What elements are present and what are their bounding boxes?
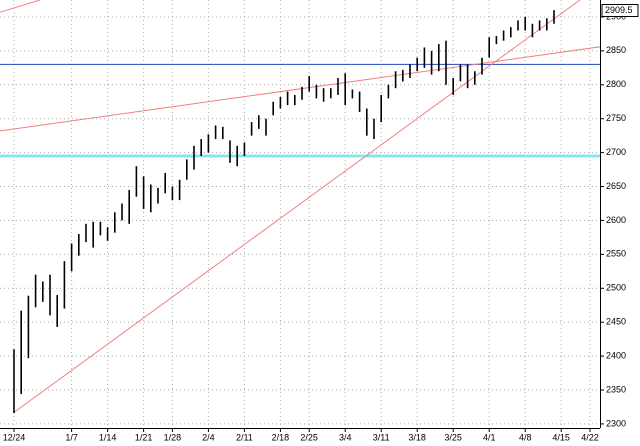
- x-tick-label: 4/22: [581, 432, 599, 442]
- plot-area: [0, 0, 600, 428]
- last-price-label: 2909.5: [605, 5, 633, 15]
- y-tick-label: 2400: [606, 350, 626, 360]
- x-tick-label: 1/14: [99, 432, 117, 442]
- trend-line: [0, 46, 600, 132]
- y-tick-label: 2700: [606, 147, 626, 157]
- x-tick-label: 2/4: [202, 432, 215, 442]
- x-tick-label: 3/25: [444, 432, 462, 442]
- x-tick-label: 4/1: [483, 432, 496, 442]
- y-tick-label: 2550: [606, 249, 626, 259]
- x-tick-label: 2/11: [236, 432, 253, 442]
- x-tick-label: 12/24: [3, 432, 26, 442]
- trend-line: [0, 0, 41, 13]
- x-tick-label: 3/11: [373, 432, 390, 442]
- y-tick-label: 2650: [606, 181, 626, 191]
- y-tick-label: 2300: [606, 418, 626, 428]
- y-tick-label: 2800: [606, 79, 626, 89]
- y-tick-label: 2850: [606, 45, 626, 55]
- y-tick-label: 2600: [606, 215, 626, 225]
- x-tick-label: 4/15: [552, 432, 570, 442]
- y-tick-label: 2450: [606, 317, 626, 327]
- last-price-box: [601, 4, 639, 18]
- x-tick-label: 3/18: [408, 432, 426, 442]
- x-tick-label: 1/21: [135, 432, 153, 442]
- x-tick-label: 1/28: [164, 432, 182, 442]
- y-tick-label: 2350: [606, 384, 626, 394]
- x-tick-label: 4/8: [519, 432, 532, 442]
- trend-line: [13, 0, 581, 413]
- x-tick-label: 1/7: [65, 432, 78, 442]
- y-tick-label: 2750: [606, 113, 626, 123]
- x-tick-label: 2/18: [272, 432, 290, 442]
- x-tick-label: 2/25: [300, 432, 318, 442]
- y-tick-label: 2500: [606, 283, 626, 293]
- x-tick-label: 3/4: [339, 432, 352, 442]
